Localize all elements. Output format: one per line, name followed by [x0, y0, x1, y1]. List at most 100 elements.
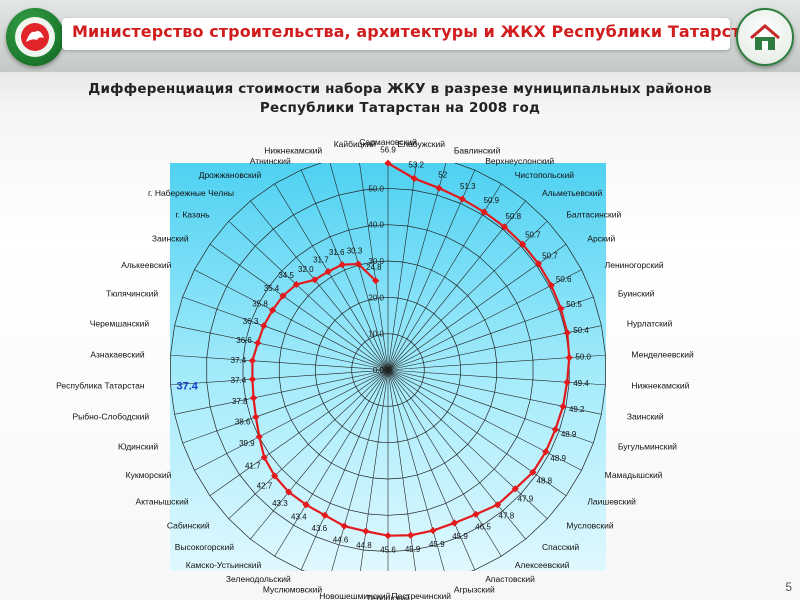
grid-spoke: [331, 369, 389, 571]
grid-spoke: [300, 169, 389, 371]
data-point: [494, 501, 502, 509]
data-point: [338, 261, 346, 269]
data-label: 43.3: [272, 499, 288, 508]
category-label: Арский: [587, 234, 615, 244]
data-label: 50.7: [542, 252, 558, 261]
category-label: Зеленодольский: [226, 574, 291, 584]
grid-spoke: [174, 369, 389, 415]
data-point: [551, 425, 560, 434]
series-line: [251, 162, 571, 537]
grid-spoke: [170, 354, 389, 371]
category-label: Алексеевский: [515, 560, 570, 570]
data-point: [511, 485, 519, 493]
category-label: г. Казань: [176, 209, 211, 219]
data-label: 50.9: [484, 196, 500, 205]
grid-spoke: [387, 369, 526, 540]
grid-spoke: [359, 163, 389, 371]
data-point: [255, 433, 263, 441]
data-label: 50.0: [575, 353, 591, 362]
data-label: 46.5: [475, 522, 491, 531]
category-label: Муслюмовский: [263, 585, 323, 595]
category-label: Кукморский: [126, 470, 172, 480]
data-point: [450, 519, 459, 527]
category-label: Верхнеуслонский: [485, 156, 554, 166]
data-label: 31.6: [329, 248, 345, 257]
category-label: Азнакаевский: [90, 349, 144, 359]
page-number: 5: [785, 580, 792, 594]
data-point: [249, 394, 258, 402]
data-label: 53.2: [408, 161, 424, 170]
grid-spoke: [300, 369, 389, 571]
category-label: Сармановский: [359, 137, 417, 147]
data-label: 56.9: [380, 145, 396, 154]
tatarstan-emblem-icon: [6, 8, 64, 66]
data-point: [302, 501, 310, 509]
data-point: [559, 402, 567, 410]
category-label: Нурлатский: [627, 319, 673, 329]
category-label: Дрожжановский: [199, 170, 262, 180]
data-label: 51.3: [460, 182, 476, 191]
category-label: Камско-Устьинский: [186, 560, 262, 570]
data-label: 31.7: [313, 256, 329, 265]
grid-spoke: [387, 169, 476, 371]
grid-spoke: [387, 369, 445, 571]
category-label: Агрызский: [454, 585, 495, 595]
category-label: Менделеевский: [631, 349, 694, 359]
category-label: Пестречинский: [391, 591, 451, 600]
grid-spoke: [174, 325, 389, 371]
data-label: 50.4: [573, 326, 589, 335]
radial-tick-label: 0.0: [373, 366, 385, 375]
data-label: 35.8: [252, 300, 268, 309]
grid-spoke: [387, 200, 526, 371]
grid-spoke: [274, 183, 389, 371]
category-label: Лаишевский: [587, 496, 636, 506]
grid-spoke: [182, 296, 389, 371]
data-label: 43.4: [291, 513, 307, 522]
data-label: 45.9: [452, 532, 468, 541]
data-point: [534, 260, 543, 268]
grid-spoke: [170, 369, 389, 386]
data-point: [321, 511, 329, 519]
radial-tick-label: 20.0: [368, 293, 384, 302]
data-point: [435, 184, 443, 192]
category-label: Юдинский: [118, 441, 158, 451]
chart-title-line2: Республики Татарстан на 2008 год: [259, 100, 541, 116]
category-label: Новошешминский: [319, 591, 390, 600]
data-label: 34.5: [278, 271, 294, 280]
grid-spoke: [194, 369, 389, 471]
data-label: 37.4: [231, 356, 247, 365]
category-label: Мусловский: [566, 521, 614, 531]
data-point: [372, 277, 380, 285]
data-label: 39.9: [239, 439, 255, 448]
data-label: 45.9: [429, 540, 445, 549]
data-point: [472, 510, 480, 518]
data-point: [248, 357, 257, 365]
grid-spoke: [360, 369, 389, 571]
grid-spoke: [250, 200, 389, 371]
grid-spoke: [209, 369, 389, 496]
grid-spoke: [387, 369, 594, 444]
data-label: 44.6: [333, 536, 349, 545]
data-point: [271, 472, 279, 480]
category-label: Заинский: [152, 234, 189, 244]
data-point: [268, 306, 277, 314]
grid-spoke: [387, 369, 502, 557]
data-label: 48.8: [537, 476, 553, 485]
category-label: Чистопольский: [515, 170, 574, 180]
data-label: 50.8: [506, 212, 522, 221]
data-label: 47.8: [499, 512, 515, 521]
data-point: [407, 531, 415, 539]
radar-grid: [170, 163, 606, 571]
highlight-value: 37.4: [177, 380, 199, 392]
data-point: [547, 281, 555, 290]
grid-spoke: [387, 163, 447, 371]
category-label: Елабужский: [397, 139, 445, 149]
radial-tick-label: 10.0: [368, 330, 384, 339]
data-point: [542, 448, 550, 456]
data-label: 24.8: [366, 263, 382, 272]
category-label: Тетюшский: [366, 593, 410, 600]
grid-spoke: [228, 220, 389, 371]
data-label: 36.6: [236, 336, 252, 345]
data-label: 36.3: [243, 317, 259, 326]
